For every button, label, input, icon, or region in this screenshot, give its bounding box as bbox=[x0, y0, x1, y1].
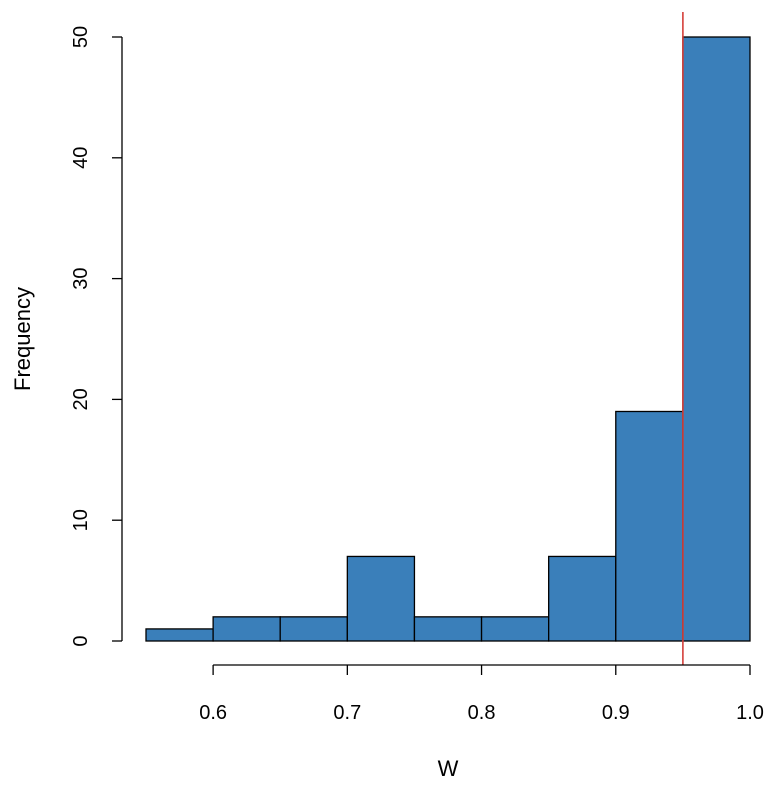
x-tick-label: 0.6 bbox=[199, 702, 227, 724]
x-axis: 0.6 0.7 0.8 0.9 1.0 bbox=[199, 664, 764, 724]
x-axis-title: W bbox=[438, 756, 459, 781]
histogram-bar bbox=[279, 616, 348, 642]
histogram-bar bbox=[615, 410, 684, 642]
x-tick-label: 0.9 bbox=[602, 702, 630, 724]
x-tick-label: 0.7 bbox=[333, 702, 361, 724]
histogram-bar bbox=[682, 36, 751, 642]
x-tick-label: 1.0 bbox=[736, 702, 764, 724]
y-tick-label: 0 bbox=[70, 635, 92, 646]
histogram-bar bbox=[413, 616, 483, 642]
histogram-bar bbox=[145, 628, 214, 642]
histogram-bar bbox=[212, 616, 281, 642]
y-tick-label: 40 bbox=[70, 147, 92, 169]
y-tick-label: 30 bbox=[70, 267, 92, 289]
histogram-bar bbox=[548, 555, 617, 642]
y-axis: 0 10 20 30 40 50 bbox=[70, 26, 123, 647]
histogram-bars bbox=[145, 36, 751, 642]
y-tick-label: 10 bbox=[70, 509, 92, 531]
x-tick-label: 0.8 bbox=[468, 702, 496, 724]
histogram-bar bbox=[480, 616, 550, 642]
y-tick-label: 20 bbox=[70, 388, 92, 410]
y-axis-title: Frequency bbox=[10, 287, 35, 391]
histogram-bar bbox=[346, 555, 416, 642]
y-tick-label: 50 bbox=[70, 26, 92, 48]
